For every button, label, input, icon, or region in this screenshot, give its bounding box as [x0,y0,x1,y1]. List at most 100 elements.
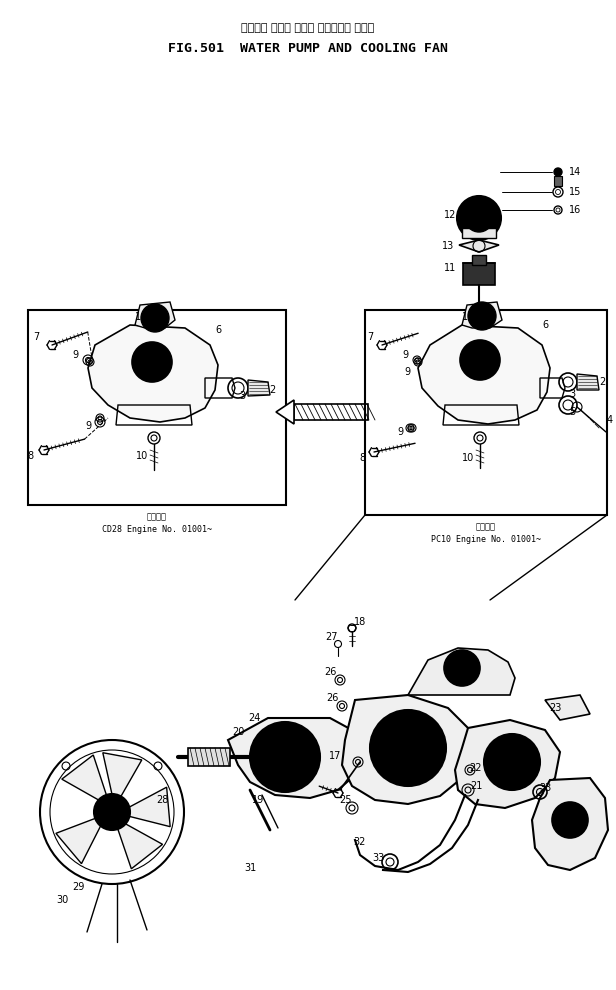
Circle shape [468,302,496,330]
Text: 30: 30 [56,895,68,905]
Text: 1: 1 [462,312,468,322]
Text: 19: 19 [252,795,264,805]
Polygon shape [455,720,560,808]
Text: 7: 7 [33,332,39,342]
Text: 27: 27 [326,632,338,642]
Text: 1: 1 [135,312,141,322]
Text: 14: 14 [569,167,581,177]
Polygon shape [56,819,100,863]
Text: 33: 33 [539,783,551,793]
Polygon shape [418,325,550,424]
Text: ウォータ ポンプ および クーリング ファン: ウォータ ポンプ および クーリング ファン [241,23,375,33]
Text: 20: 20 [232,727,244,737]
Text: 2: 2 [269,385,275,395]
Circle shape [457,196,501,240]
Text: 4: 4 [607,415,613,425]
Text: 3: 3 [239,391,245,401]
Polygon shape [118,824,163,869]
Text: 23: 23 [549,703,561,713]
Text: 16: 16 [569,205,581,215]
Bar [188,748,230,766]
Polygon shape [408,648,515,695]
Bar [472,255,486,265]
Text: 5: 5 [569,407,575,417]
Circle shape [140,350,164,374]
Bar [28,310,286,505]
Circle shape [552,802,588,838]
Text: 6: 6 [215,325,221,335]
Polygon shape [577,374,599,390]
Text: 2: 2 [599,377,605,387]
Bar [294,404,368,420]
Circle shape [94,794,130,830]
Circle shape [141,304,169,332]
Circle shape [465,204,493,232]
Text: 32: 32 [354,837,366,847]
Circle shape [102,802,122,822]
Bar [463,263,495,285]
Circle shape [108,808,116,816]
Text: 適用機種: 適用機種 [147,513,167,522]
Text: 9: 9 [404,367,410,377]
Bar [365,310,607,515]
Polygon shape [545,695,590,720]
Text: 9: 9 [72,350,78,360]
Text: 3: 3 [569,389,575,399]
Text: 26: 26 [326,693,338,703]
Circle shape [147,310,163,326]
Circle shape [383,723,433,773]
Polygon shape [228,718,360,798]
Text: 6: 6 [542,320,548,330]
Polygon shape [135,302,175,328]
Polygon shape [462,302,502,328]
Text: 7: 7 [367,332,373,342]
Polygon shape [129,787,170,827]
Polygon shape [532,778,608,870]
Text: 24: 24 [248,713,260,723]
Text: 13: 13 [442,241,454,251]
Text: 9: 9 [397,427,403,437]
Text: 26: 26 [324,667,336,677]
Text: 25: 25 [340,795,352,805]
Polygon shape [276,400,294,424]
Text: 21: 21 [470,781,482,791]
Text: CD28 Engine No. 01001~: CD28 Engine No. 01001~ [102,526,212,535]
Bar [462,228,496,238]
Polygon shape [88,325,218,422]
Text: 15: 15 [569,187,581,197]
Circle shape [132,342,172,382]
Text: FIG.501  WATER PUMP AND COOLING FAN: FIG.501 WATER PUMP AND COOLING FAN [168,42,448,54]
Circle shape [263,735,307,779]
Text: 適用機種: 適用機種 [476,523,496,532]
Text: 22: 22 [470,763,482,773]
Circle shape [494,744,530,780]
Circle shape [484,734,540,790]
Text: 17: 17 [329,751,341,761]
Polygon shape [248,380,270,396]
Text: 10: 10 [462,453,474,463]
Text: 9: 9 [402,350,408,360]
Circle shape [370,710,446,786]
Text: 8: 8 [359,453,365,463]
Circle shape [452,658,472,678]
Text: PC10 Engine No. 01001~: PC10 Engine No. 01001~ [431,536,541,544]
Polygon shape [342,695,472,804]
Circle shape [250,722,320,792]
Circle shape [468,348,492,372]
Text: 8: 8 [27,451,33,461]
Text: 29: 29 [72,882,84,892]
Text: 12: 12 [444,210,456,220]
Text: 10: 10 [136,451,148,461]
Circle shape [554,168,562,176]
Text: 31: 31 [244,863,256,873]
Circle shape [444,650,480,686]
Text: 9: 9 [85,421,91,431]
Circle shape [474,308,490,324]
Circle shape [460,340,500,380]
Bar [554,176,562,186]
Circle shape [273,745,297,769]
Text: 33: 33 [372,853,384,863]
Text: 18: 18 [354,617,366,627]
Text: 28: 28 [156,795,168,805]
Text: 11: 11 [444,263,456,273]
